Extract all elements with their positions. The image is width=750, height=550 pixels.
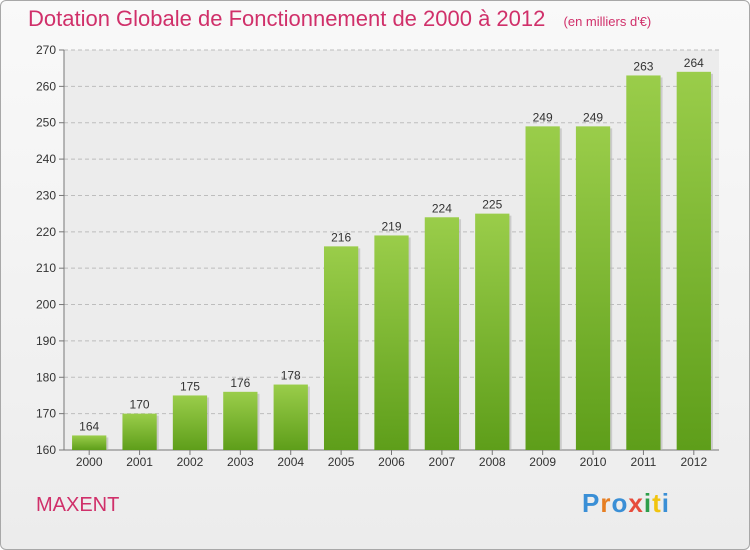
logo-letter: x [628,488,644,518]
data-label: 164 [79,419,99,433]
data-label: 219 [381,219,401,233]
data-label: 216 [331,230,351,244]
x-tick-label: 2010 [580,455,607,469]
commune-name: MAXENT [36,494,120,516]
data-label: 263 [633,59,653,73]
logo-letter: t [652,488,662,518]
chart-title: Dotation Globale de Fonctionnement de 20… [28,6,651,32]
bar [676,71,711,451]
y-tick-label: 230 [36,188,56,202]
bar [172,395,208,450]
data-label: 176 [230,376,250,390]
y-tick-label: 240 [36,152,56,166]
x-tick-label: 2004 [277,455,304,469]
data-label: 170 [130,398,150,412]
data-label: 178 [281,369,301,383]
chart-title-text: Dotation Globale de Fonctionnement de 20… [28,6,546,31]
x-tick-label: 2002 [177,455,204,469]
x-tick-label: 2009 [529,455,556,469]
x-tick-label: 2012 [680,455,707,469]
x-tick-label: 2007 [429,455,456,469]
bar [575,126,611,450]
logo-letter: i [661,488,670,518]
y-tick-label: 160 [36,443,56,457]
proxiti-logo[interactable]: Proxiti [582,488,670,519]
x-tick-label: 2003 [227,455,254,469]
data-label: 264 [684,56,704,70]
bar [122,413,157,450]
bar [223,391,258,450]
x-tick-label: 2000 [76,455,103,469]
y-tick-label: 170 [36,407,56,421]
data-label: 225 [482,198,502,212]
y-tick-label: 180 [36,370,56,384]
data-label: 224 [432,201,452,215]
y-tick-label: 210 [36,261,56,275]
x-tick-label: 2006 [378,455,405,469]
y-tick-label: 190 [36,334,56,348]
bar [273,384,308,450]
logo-letter: P [582,488,601,518]
y-tick-label: 270 [36,43,56,57]
bar [475,213,510,450]
x-tick-label: 2008 [479,455,506,469]
y-tick-label: 260 [36,79,56,93]
y-tick-label: 200 [36,298,56,312]
y-tick-label: 250 [36,116,56,130]
logo-letter: o [611,488,629,518]
bar [323,246,359,450]
bar [374,235,409,450]
logo-letter: i [643,488,653,518]
bar [424,217,460,450]
bar [525,126,560,450]
chart-unit: (en milliers d'€) [563,14,652,29]
bar [72,435,107,450]
x-tick-label: 2001 [126,455,153,469]
data-label: 249 [533,110,553,124]
x-tick-label: 2005 [328,455,355,469]
logo-letter: r [600,488,612,518]
data-label: 249 [583,110,603,124]
y-tick-label: 220 [36,225,56,239]
bar [626,75,661,451]
data-label: 175 [180,379,200,393]
x-tick-label: 2011 [631,455,657,469]
